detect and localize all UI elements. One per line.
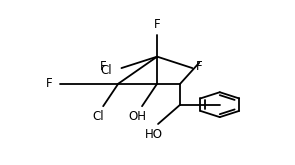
Text: F: F — [196, 60, 202, 73]
Text: HO: HO — [145, 128, 163, 141]
Text: F: F — [100, 60, 106, 73]
Text: F: F — [46, 77, 53, 90]
Text: OH: OH — [128, 110, 147, 123]
Text: Cl: Cl — [101, 64, 112, 77]
Text: F: F — [154, 18, 160, 31]
Text: Cl: Cl — [93, 110, 104, 123]
